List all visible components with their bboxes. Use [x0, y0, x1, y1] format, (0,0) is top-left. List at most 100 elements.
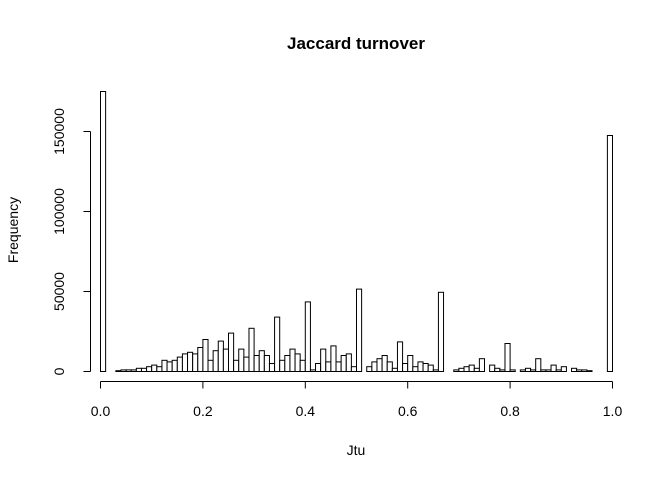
histogram-bar	[274, 316, 281, 373]
histogram-bar	[504, 343, 511, 372]
histogram-bar	[571, 367, 578, 372]
histogram-bar	[228, 332, 235, 373]
histogram-bar	[473, 367, 480, 372]
histogram-bar	[586, 370, 593, 373]
x-tick-label: 1.0	[603, 403, 623, 419]
x-tick-label: 0.6	[398, 403, 418, 419]
histogram-bar	[524, 367, 532, 372]
histogram-bar	[135, 367, 142, 372]
y-tick-label: 150000	[51, 108, 67, 155]
histogram-bar	[422, 363, 429, 372]
histogram-bar	[391, 367, 398, 372]
histogram-bar	[606, 135, 614, 372]
histogram-bar	[289, 348, 296, 373]
histogram-bar	[494, 367, 501, 372]
y-tick-label: 100000	[51, 188, 67, 235]
histogram-bar	[202, 339, 209, 372]
x-tick-label: 0.4	[296, 403, 316, 419]
histogram-bar	[238, 348, 245, 373]
histogram-bar	[509, 369, 516, 372]
x-tick-label: 0.2	[193, 403, 213, 419]
histogram-bar	[325, 361, 332, 372]
histogram-bar	[540, 369, 547, 372]
histogram-bar	[207, 359, 214, 372]
histogram-bar	[299, 359, 306, 372]
histogram-bar	[304, 301, 311, 372]
histogram-bar	[309, 369, 317, 372]
histogram-bar	[248, 327, 255, 372]
histogram-bar	[335, 361, 342, 372]
histogram-bar	[535, 358, 542, 373]
histogram-bar	[146, 366, 153, 373]
histogram-bar	[284, 355, 291, 372]
histogram-bar	[453, 369, 460, 372]
histogram-bar	[499, 369, 506, 372]
histogram-bar	[100, 91, 107, 372]
histogram-bars	[100, 91, 614, 373]
histogram-bar	[125, 369, 132, 372]
histogram-bar	[560, 366, 567, 373]
histogram-bar	[166, 361, 173, 372]
histogram-bar	[279, 359, 286, 372]
histogram-bar	[407, 355, 414, 372]
histogram-bar	[181, 353, 189, 372]
histogram-bar	[463, 366, 470, 373]
histogram-bar	[545, 369, 552, 372]
histogram-bar	[330, 345, 337, 372]
histogram-bar	[140, 367, 148, 372]
histogram-bar	[340, 355, 347, 372]
histogram-bar	[350, 366, 358, 373]
histogram-bar	[171, 359, 178, 372]
histogram-bar	[217, 340, 224, 373]
histogram-bar	[294, 353, 301, 372]
histogram-bar	[555, 369, 562, 372]
histogram-bar	[366, 366, 373, 373]
histogram-bar	[320, 348, 327, 373]
x-axis-label: Jtu	[347, 442, 366, 458]
histogram-bar	[427, 364, 434, 373]
histogram-bar	[412, 366, 419, 373]
histogram-bar	[468, 364, 475, 373]
histogram-bar	[222, 348, 230, 373]
histogram-bar	[151, 364, 158, 373]
histogram-bar	[253, 355, 260, 372]
histogram-bar	[489, 364, 496, 373]
histogram-bar	[115, 370, 122, 373]
chart-title: Jaccard turnover	[287, 34, 425, 53]
histogram-bar	[519, 369, 526, 372]
histogram-bar	[386, 361, 393, 372]
histogram-bar	[263, 355, 270, 372]
histogram-bar	[258, 350, 265, 373]
histogram-bar	[197, 347, 204, 372]
y-tick-label: 50000	[51, 272, 67, 311]
histogram-bar	[437, 291, 445, 372]
x-axis: 0.0 0.2 0.4 0.6 0.8 1.0	[91, 381, 623, 419]
histogram-bar	[233, 359, 240, 372]
histogram-bar	[530, 369, 537, 372]
histogram-bar	[212, 350, 219, 373]
histogram-bar	[176, 356, 183, 373]
histogram-bar	[576, 369, 583, 372]
histogram-bar	[376, 358, 383, 373]
histogram-bar	[458, 367, 465, 372]
histogram-bar	[402, 363, 409, 372]
y-axis-label: Frequency	[5, 197, 21, 263]
histogram-bar	[161, 359, 168, 372]
histogram-bar	[187, 351, 194, 372]
y-tick-label: 0	[51, 367, 67, 375]
histogram-bar	[381, 355, 388, 372]
histogram-bar	[396, 341, 404, 372]
x-tick-label: 0.0	[91, 403, 111, 419]
histogram-bar	[371, 361, 378, 372]
histogram-bar	[417, 361, 424, 372]
y-axis: 0 50000 100000 150000	[51, 108, 91, 375]
histogram-bar	[130, 369, 137, 372]
histogram-bar	[315, 363, 322, 372]
x-tick-label: 0.8	[500, 403, 520, 419]
histogram-bar	[581, 369, 588, 372]
histogram-bar	[268, 363, 276, 372]
histogram-bar	[120, 369, 127, 372]
histogram-bar	[432, 369, 439, 372]
histogram-bar	[478, 358, 486, 373]
